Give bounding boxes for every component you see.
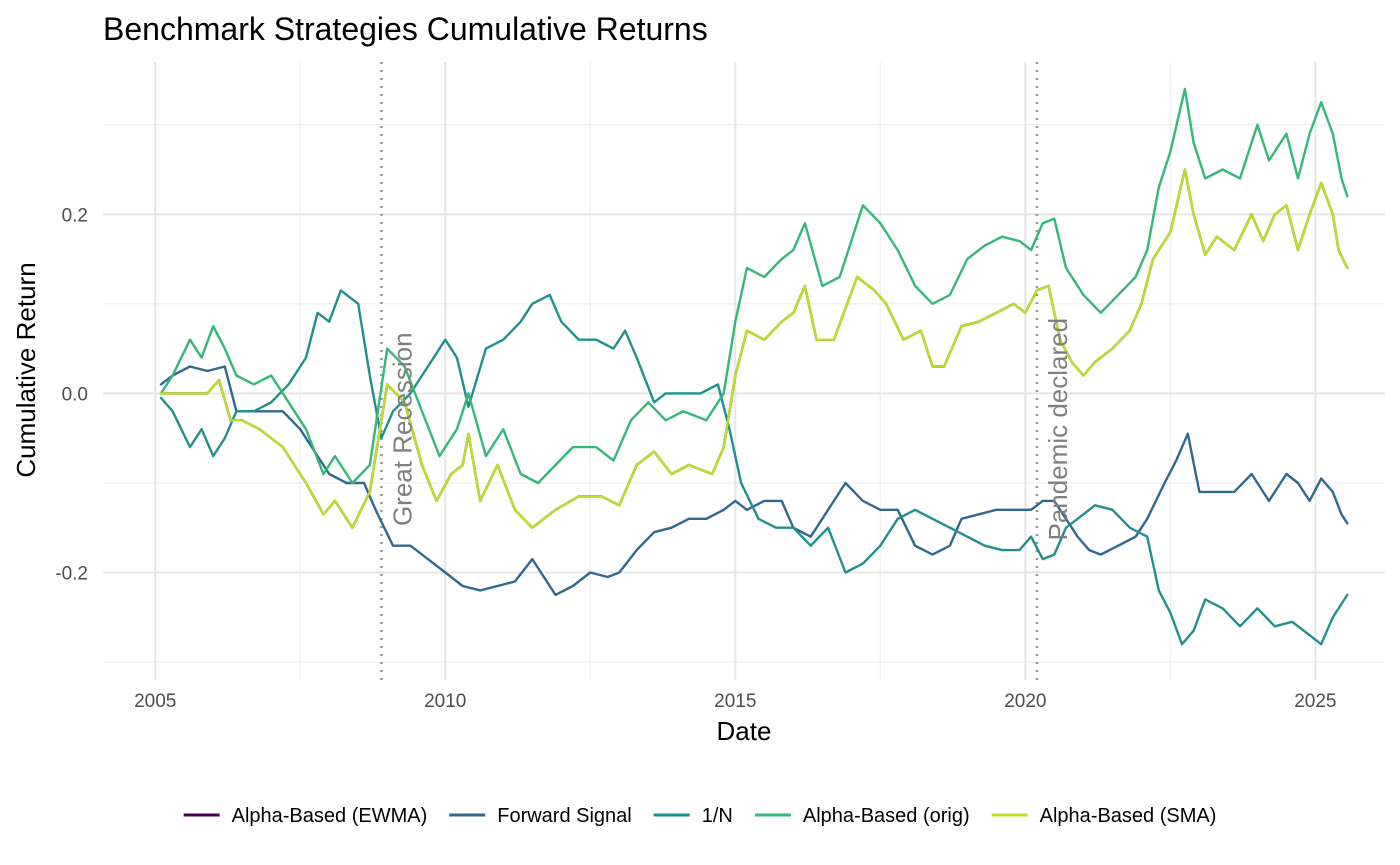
- x-tick-label: 2015: [714, 691, 756, 712]
- y-tick-label: 0.0: [62, 384, 88, 405]
- grid-layer: [103, 62, 1385, 680]
- legend-label: Forward Signal: [497, 805, 632, 827]
- event-label: Pandemic declared: [1043, 318, 1073, 541]
- legend-label: 1/N: [702, 805, 733, 827]
- legend: Alpha-Based (EWMA) Forward Signal 1/N Alpha…: [183, 805, 1217, 827]
- event-annotations: Great Recession Pandemic declared: [387, 318, 1073, 541]
- x-tick-label: 2005: [134, 691, 176, 712]
- y-tick-label: -0.2: [55, 564, 88, 585]
- x-axis-title: Date: [717, 716, 772, 746]
- x-tick-label: 2025: [1294, 691, 1336, 712]
- legend-label: Alpha-Based (SMA): [1040, 805, 1217, 827]
- event-label: Great Recession: [387, 332, 417, 526]
- legend-label: Alpha-Based (orig): [803, 805, 970, 827]
- series-line: [159, 365, 1349, 597]
- series-line: [159, 289, 1349, 646]
- legend-label: Alpha-Based (EWMA): [232, 805, 428, 827]
- axis-ticks: 2005 2010 2015 2020 2025 -0.2 0.0 0.2: [55, 205, 1336, 712]
- series-line: [159, 87, 1349, 485]
- y-axis-title: Cumulative Return: [11, 262, 41, 477]
- series-line: [159, 168, 1349, 529]
- series-lines: [159, 87, 1349, 646]
- x-tick-label: 2020: [1004, 691, 1046, 712]
- x-tick-label: 2010: [424, 691, 466, 712]
- chart-title: Benchmark Strategies Cumulative Returns: [103, 11, 708, 47]
- y-tick-label: 0.2: [62, 205, 88, 226]
